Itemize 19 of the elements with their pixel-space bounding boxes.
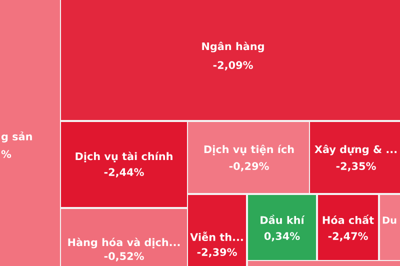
category-label: Dầu khí <box>260 214 305 224</box>
category-label: Du <box>382 216 396 224</box>
data-label: -2,44% <box>104 168 144 178</box>
data-label: -2,47% <box>328 232 368 242</box>
data-label: -2,39% <box>197 248 237 258</box>
data-label: -0,29% <box>229 162 269 172</box>
category-label: Hóa chất <box>322 214 374 224</box>
category-label: Dịch vụ tài chính <box>76 152 172 162</box>
data-label: 0,34% <box>264 232 300 242</box>
category-label: Viễn th... <box>190 232 243 242</box>
category-label: g sản <box>1 131 32 143</box>
data-label: % <box>1 150 12 158</box>
category-label: Xây dựng & ... <box>314 144 396 156</box>
category-label: Hàng hóa và dịch... <box>68 238 180 248</box>
category-label: Ngân hàng <box>202 42 264 52</box>
data-label: -0,52% <box>104 252 144 262</box>
data-label: -2,09% <box>213 61 253 70</box>
data-label: -2,35% <box>336 162 376 172</box>
category-label: Dịch vụ tiện ích <box>204 144 294 156</box>
